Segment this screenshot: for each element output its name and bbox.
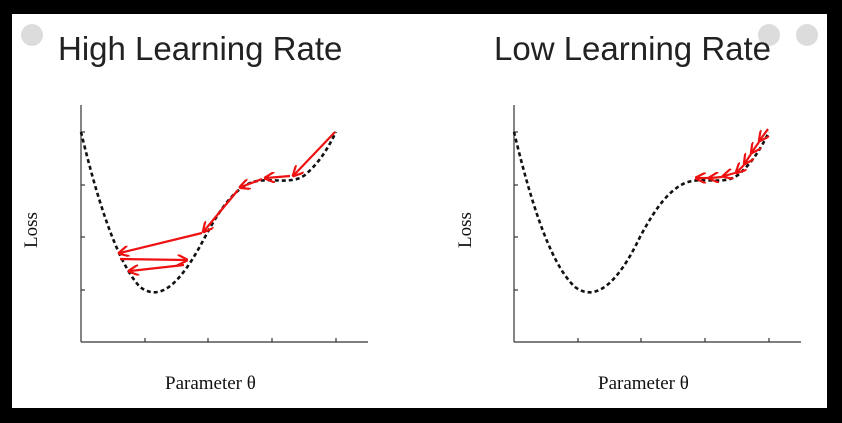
step-arrow-high-7 (130, 263, 185, 271)
axes-low (513, 105, 801, 343)
gradient-steps-low (697, 128, 768, 178)
loss-curve-high (79, 131, 338, 294)
window-dot-right-2 (796, 24, 818, 46)
step-arrow-low-6 (710, 177, 723, 178)
step-arrow-high-6 (119, 259, 186, 260)
panel-low (512, 105, 801, 343)
step-arrow-high-3 (241, 177, 263, 187)
window-dot-left (21, 24, 43, 46)
loss-curve-low (512, 131, 771, 294)
x-axis-label-low: Parameter θ (598, 373, 689, 394)
step-arrow-low-2 (752, 141, 759, 152)
window-dot-right-1 (758, 24, 780, 46)
step-arrow-low-4 (737, 165, 744, 172)
panel-high (79, 105, 368, 343)
panel-title-high: High Learning Rate (58, 30, 343, 67)
step-arrow-low-1 (760, 128, 768, 140)
gradient-steps-high (119, 131, 336, 271)
panel-title-low: Low Learning Rate (494, 30, 772, 67)
step-arrow-high-4 (204, 189, 239, 231)
step-arrow-high-1 (294, 131, 336, 175)
axes-high (80, 105, 368, 343)
step-arrow-high-2 (266, 176, 291, 178)
step-arrow-low-5 (724, 173, 736, 176)
step-arrow-high-5 (120, 231, 203, 253)
step-arrow-low-3 (745, 154, 751, 163)
x-axis-label-high: Parameter θ (165, 373, 256, 394)
